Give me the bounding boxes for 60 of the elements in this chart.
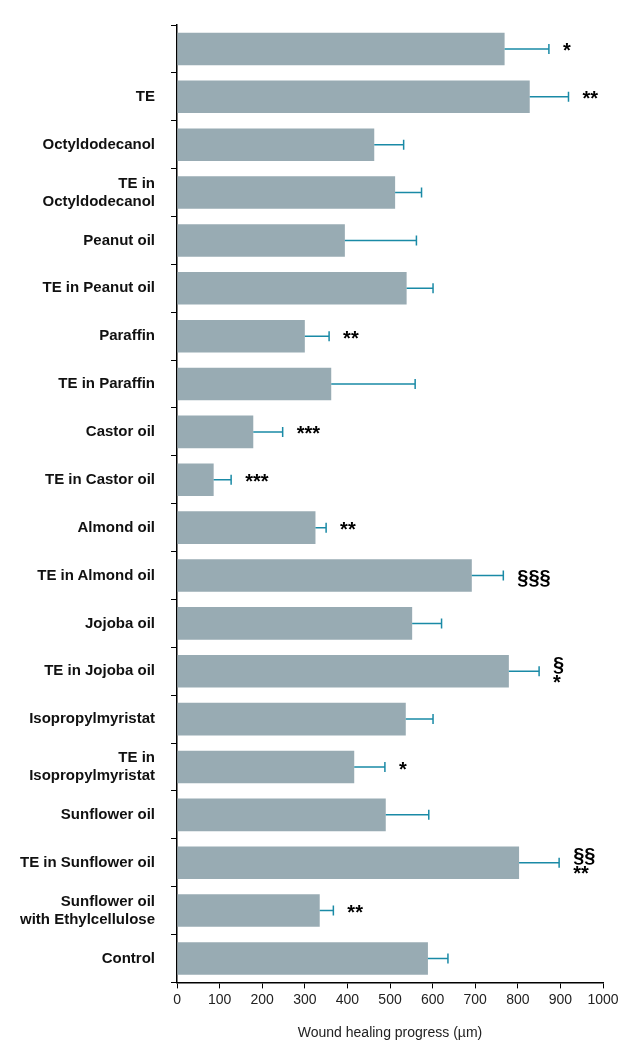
bar	[177, 702, 406, 736]
bar	[177, 367, 332, 401]
y-tick-label: TE in Octyldodecanol	[42, 173, 156, 209]
x-tick-label: 500	[378, 990, 402, 1007]
x-tick-label: 1000	[587, 990, 619, 1007]
bar	[177, 750, 355, 784]
y-tick-label: Control	[101, 948, 156, 966]
bar	[177, 846, 520, 879]
bar	[177, 32, 505, 66]
x-tick-label: 400	[335, 990, 360, 1007]
y-tick-label: Castor oil	[85, 422, 156, 440]
annotation: **	[347, 901, 364, 924]
y-tick-label: TE	[135, 86, 156, 104]
bar	[177, 224, 345, 257]
annotation: **	[343, 326, 359, 349]
bar	[177, 942, 428, 975]
y-tick-label: Octyldodecanol	[42, 134, 156, 152]
bar	[177, 894, 320, 927]
bar	[177, 415, 254, 449]
x-tick-label: 700	[463, 990, 488, 1007]
annotation: ***	[245, 470, 269, 493]
y-tick-label: TE in Sunflower oil	[20, 852, 156, 870]
bar	[177, 654, 509, 688]
annotation: *	[398, 757, 407, 780]
y-tick-label: Jojoba oil	[85, 613, 156, 631]
bar	[177, 128, 375, 161]
y-tick-label: TE in Isopropylmyristat	[29, 748, 156, 784]
bar	[177, 319, 305, 353]
y-tick-label: Isopropylmyristat	[29, 709, 156, 727]
y-tick-label: Sunflower oil with Ethylcellulose	[19, 891, 156, 927]
bar	[177, 559, 472, 592]
annotation: §§§	[517, 566, 551, 589]
bar	[177, 80, 530, 114]
x-tick-label: 900	[548, 990, 573, 1007]
x-tick-label: 0	[173, 990, 182, 1007]
x-tick-label: 100	[207, 990, 232, 1007]
x-axis-title: Wound healing progress (µm)	[297, 1024, 483, 1041]
bar	[177, 511, 316, 544]
annotation: *	[562, 39, 571, 62]
annotation: ***	[296, 422, 321, 445]
x-tick-label: 300	[293, 990, 317, 1007]
y-tick-label: TE in Jojoba oil	[44, 661, 156, 679]
y-tick-label: TE in Almond oil	[37, 565, 156, 583]
y-tick-label: Almond oil	[77, 517, 156, 535]
y-tick-label: Peanut oil	[83, 230, 156, 248]
bar	[177, 798, 386, 832]
bar	[177, 607, 413, 640]
y-tick-label: Paraffin	[99, 326, 156, 344]
annotation: **	[582, 87, 599, 110]
y-tick-label: Sunflower oil	[60, 805, 156, 822]
x-tick-label: 600	[420, 990, 445, 1007]
y-tick-label: TE in Peanut oil	[42, 278, 156, 296]
x-tick-label: 200	[250, 990, 275, 1007]
annotation: **	[340, 518, 356, 541]
x-tick-label: 800	[506, 990, 530, 1007]
y-tick-label: TE in Paraffin	[58, 374, 156, 392]
bar	[177, 176, 396, 209]
y-tick-label: TE in Castor oil	[45, 469, 156, 487]
bar	[177, 463, 214, 497]
bar	[177, 272, 407, 305]
